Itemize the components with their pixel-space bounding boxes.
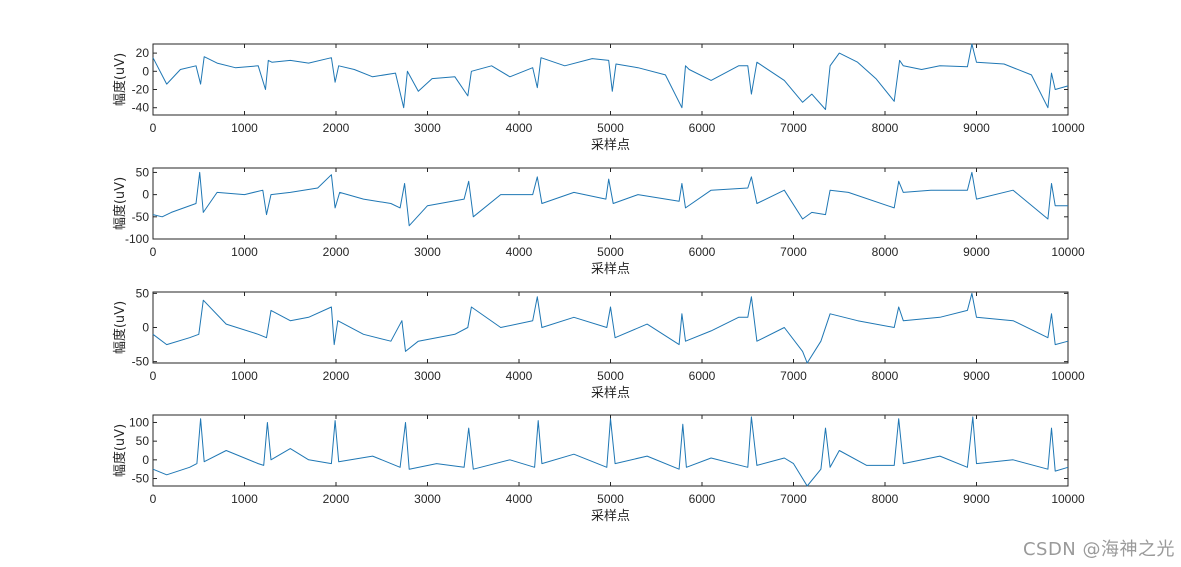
x-tick-label: 6000	[689, 121, 716, 135]
x-tick-label: 8000	[872, 369, 899, 383]
x-tick-label: 8000	[872, 121, 899, 135]
signal-trace-channel-2	[152, 171, 1068, 227]
x-tick-label: 0	[150, 121, 157, 135]
x-tick-label: 9000	[963, 492, 990, 506]
x-tick-label: 0	[150, 245, 157, 259]
x-tick-label: 2000	[323, 245, 350, 259]
x-axis-label: 采样点	[591, 138, 630, 153]
y-tick-label: -100	[125, 232, 149, 246]
x-tick-label: 2000	[323, 492, 350, 506]
plot-frame	[152, 414, 1069, 487]
x-tick-label: 8000	[872, 492, 899, 506]
x-tick-label: 6000	[689, 245, 716, 259]
subplot-2: 0 1000 2000 3000 4000 5000 6000 7000 8000 9000 100…	[112, 165, 1085, 277]
subplot-1: 0 1000 2000 3000 4000 5000 6000 7000 8000 9000 100…	[112, 43, 1085, 153]
plot-frame	[152, 167, 1069, 240]
x-axis-label: 采样点	[591, 509, 630, 524]
x-tick-label: 5000	[597, 121, 624, 135]
x-tick-label: 5000	[597, 492, 624, 506]
x-tick-label: 6000	[689, 369, 716, 383]
x-tick-label: 10000	[1051, 245, 1085, 259]
x-tick-label: 3000	[414, 245, 441, 259]
y-tick-label: -50	[132, 355, 150, 369]
x-tick-label: 0	[150, 369, 157, 383]
x-tick-label: 4000	[506, 245, 533, 259]
x-tick-label: 1000	[231, 121, 258, 135]
x-tick-label: 9000	[963, 369, 990, 383]
plot-frame	[152, 291, 1069, 364]
y-tick-label: -20	[132, 83, 150, 97]
x-axis-label: 采样点	[591, 386, 630, 401]
x-tick-label: 10000	[1051, 369, 1085, 383]
x-tick-label: 10000	[1051, 121, 1085, 135]
x-tick-label: 4000	[506, 492, 533, 506]
x-tick-label: 3000	[414, 121, 441, 135]
subplot-3: 0 1000 2000 3000 4000 5000 6000 7000 8000 9000 100…	[112, 286, 1085, 401]
x-tick-label: 4000	[506, 369, 533, 383]
x-tick-label: 5000	[597, 369, 624, 383]
x-tick-label: 10000	[1051, 492, 1085, 506]
x-tick-label: 1000	[231, 369, 258, 383]
x-tick-label: 7000	[780, 121, 807, 135]
x-tick-label: 1000	[231, 245, 258, 259]
x-tick-label: 4000	[506, 121, 533, 135]
x-tick-label: 8000	[872, 245, 899, 259]
watermark: CSDN @海神之光	[1022, 539, 1175, 560]
x-tick-label: 3000	[414, 492, 441, 506]
x-tick-label: 7000	[780, 369, 807, 383]
y-tick-label: 50	[136, 434, 150, 448]
y-tick-label: -50	[132, 210, 150, 224]
y-tick-label: -50	[132, 472, 150, 486]
x-tick-label: 2000	[323, 121, 350, 135]
y-tick-label: 0	[142, 321, 149, 335]
x-tick-label: 2000	[323, 369, 350, 383]
x-tick-label: 3000	[414, 369, 441, 383]
y-tick-label: 0	[142, 453, 149, 467]
x-tick-label: 7000	[780, 245, 807, 259]
y-tick-label: 0	[142, 64, 149, 78]
y-tick-label: 50	[136, 286, 150, 300]
x-tick-label: 9000	[963, 121, 990, 135]
x-tick-label: 7000	[780, 492, 807, 506]
y-axis-label: 幅度(uV)	[112, 301, 128, 354]
y-tick-label: 0	[142, 188, 149, 202]
y-tick-label: 50	[136, 165, 150, 179]
signal-trace-channel-3	[152, 292, 1069, 364]
y-axis-label: 幅度(uV)	[112, 424, 128, 477]
signal-trace-channel-4	[152, 416, 1069, 487]
y-tick-label: 100	[129, 415, 149, 429]
subplot-4: 0 1000 2000 3000 4000 5000 6000 7000 8000 9000 100…	[112, 414, 1085, 524]
x-tick-label: 9000	[963, 245, 990, 259]
x-tick-label: 0	[150, 492, 157, 506]
x-tick-label: 6000	[689, 492, 716, 506]
y-tick-label: 20	[136, 46, 150, 60]
x-tick-label: 5000	[597, 245, 624, 259]
x-tick-label: 1000	[231, 492, 258, 506]
y-axis-label: 幅度(uV)	[112, 177, 128, 230]
signal-trace-channel-1	[152, 43, 1069, 110]
y-tick-label: -40	[132, 101, 150, 115]
y-axis-label: 幅度(uV)	[112, 53, 128, 106]
x-axis-label: 采样点	[591, 262, 630, 277]
